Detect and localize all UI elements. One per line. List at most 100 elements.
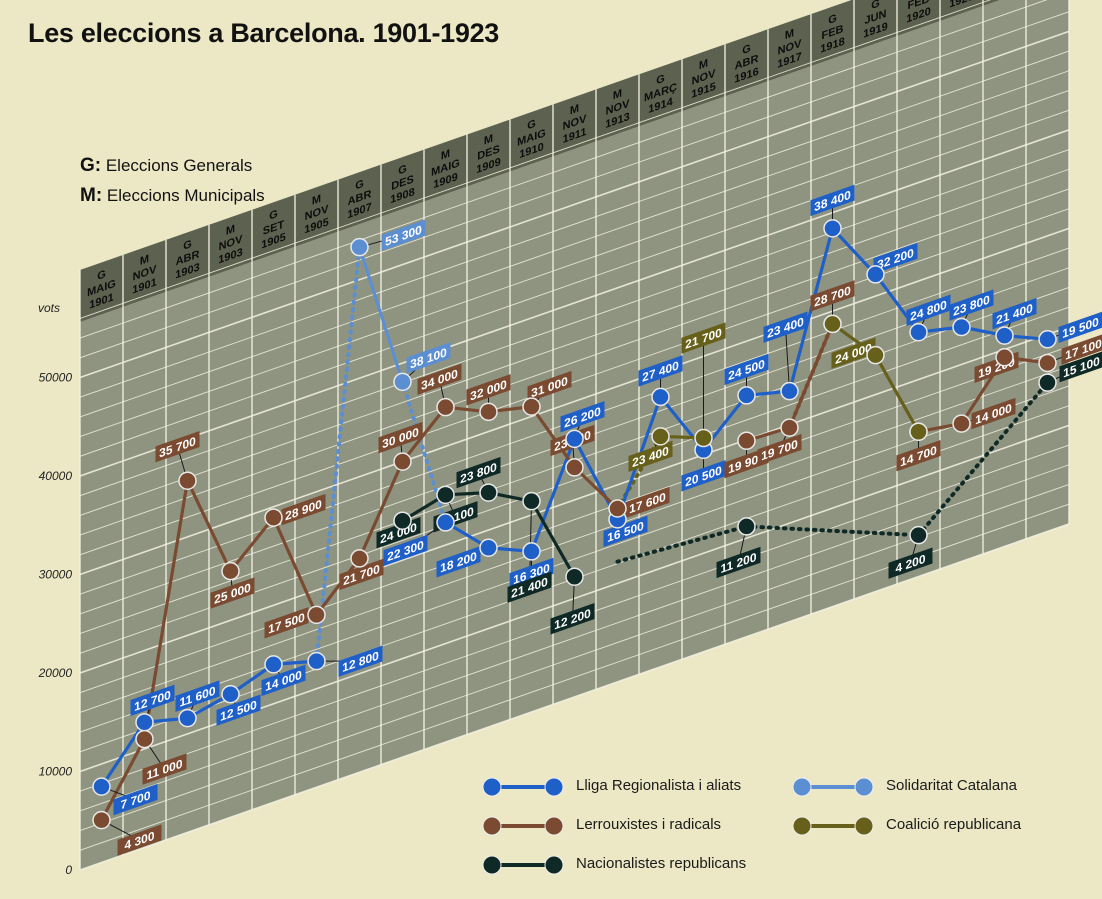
x-tick-label-line: G bbox=[97, 268, 106, 283]
marker-lliga bbox=[780, 381, 799, 401]
marker-lliga bbox=[909, 322, 928, 342]
gridline bbox=[79, 385, 1070, 733]
data-markers bbox=[92, 219, 1057, 830]
marker-lliga bbox=[1038, 330, 1057, 349]
legend-marker-lliga bbox=[482, 777, 502, 797]
marker-nacionalistes bbox=[479, 483, 498, 502]
marker-lliga bbox=[135, 713, 154, 732]
data-label-box bbox=[831, 337, 876, 369]
x-tick-label-line: M bbox=[570, 103, 579, 118]
y-tick-label: 0 bbox=[65, 863, 72, 877]
data-label-box bbox=[381, 219, 426, 251]
gridline bbox=[79, 70, 1070, 418]
marker-solidaritat bbox=[393, 372, 412, 392]
x-tick-label-line: M bbox=[484, 133, 493, 148]
legend-marker-lerrouxistes bbox=[544, 816, 564, 836]
data-label-box bbox=[888, 547, 933, 579]
data-label-box bbox=[896, 440, 941, 472]
y-tick-label: 10000 bbox=[39, 765, 73, 779]
marker-lliga bbox=[307, 651, 326, 671]
date-header bbox=[80, 0, 1001, 322]
marker-lliga bbox=[264, 655, 283, 674]
marker-lliga bbox=[178, 708, 197, 728]
y-tick-label: 50000 bbox=[39, 371, 73, 385]
data-label-box bbox=[971, 397, 1016, 430]
data-label-box bbox=[1059, 350, 1102, 383]
data-label-box bbox=[550, 603, 595, 635]
marker-nacionalistes bbox=[1038, 373, 1057, 392]
marker-coalicio bbox=[694, 428, 713, 448]
data-label-box bbox=[906, 294, 951, 326]
data-label-box bbox=[509, 557, 554, 590]
marker-lerrouxistes bbox=[995, 348, 1014, 367]
marker-nacionalistes bbox=[436, 485, 455, 505]
data-label-box bbox=[992, 297, 1037, 330]
key-generals-text: Eleccions Generals bbox=[105, 156, 253, 175]
legend-label-solidaritat: Solidaritat Catalana bbox=[886, 777, 1017, 794]
legend-label-lerrouxistes: Lerrouxistes i radicals bbox=[576, 816, 722, 833]
gridline bbox=[79, 326, 1070, 674]
series-connector-nacionalistes bbox=[916, 380, 1050, 538]
data-label-box bbox=[417, 363, 462, 395]
marker-lerrouxistes bbox=[737, 431, 756, 450]
marker-lerrouxistes bbox=[436, 397, 455, 417]
marker-coalicio bbox=[909, 422, 928, 441]
marker-lerrouxistes bbox=[221, 561, 240, 581]
marker-lliga bbox=[565, 429, 584, 449]
data-label-box bbox=[383, 534, 428, 567]
x-tick-label-line: M bbox=[226, 223, 235, 238]
marker-nacionalistes bbox=[393, 511, 412, 530]
marker-lerrouxistes bbox=[135, 729, 154, 749]
marker-lliga bbox=[866, 265, 885, 284]
marker-lerrouxistes bbox=[307, 605, 326, 625]
data-label-box bbox=[763, 311, 808, 343]
marker-lliga bbox=[651, 387, 670, 407]
data-label-box bbox=[810, 280, 855, 312]
legend-label-nacionalistes: Nacionalistes republicans bbox=[576, 855, 747, 872]
x-tick-label-line: G bbox=[527, 118, 536, 133]
data-label-box bbox=[810, 184, 855, 217]
gridline bbox=[79, 464, 1070, 812]
data-label-box bbox=[638, 355, 683, 387]
gridline bbox=[79, 188, 1070, 536]
x-tick-label-line: G bbox=[871, 0, 880, 12]
data-label-box bbox=[281, 493, 326, 526]
gridline bbox=[79, 208, 1070, 556]
legend-symbols bbox=[482, 777, 874, 875]
key-municipals: M: Eleccions Municipals bbox=[80, 185, 265, 207]
gridline bbox=[79, 168, 1070, 516]
x-tick-label-line: M bbox=[613, 88, 622, 103]
legend-marker-nacionalistes bbox=[544, 855, 564, 875]
data-label-box bbox=[175, 680, 220, 712]
key-municipals-text: Eleccions Municipals bbox=[106, 186, 265, 205]
data-label-box bbox=[264, 607, 309, 639]
gridline bbox=[79, 50, 1070, 398]
data-label-box bbox=[757, 433, 802, 466]
y-tick-label: 30000 bbox=[39, 568, 73, 582]
data-label-box bbox=[155, 431, 200, 463]
gridline bbox=[79, 129, 1070, 477]
legend-marker-solidaritat bbox=[792, 777, 812, 797]
gridline bbox=[79, 149, 1070, 497]
data-label-box bbox=[949, 289, 994, 321]
marker-nacionalistes bbox=[909, 525, 928, 545]
data-label-box bbox=[1061, 333, 1102, 365]
gridline bbox=[79, 523, 1070, 871]
data-label-box bbox=[628, 440, 673, 473]
x-tick-label-line: G bbox=[355, 178, 364, 193]
y-tick-label: 20000 bbox=[38, 666, 73, 680]
data-label-box bbox=[378, 421, 423, 454]
marker-coalicio bbox=[866, 345, 885, 365]
series-line-lerrouxistes bbox=[916, 355, 1050, 434]
marker-lerrouxistes bbox=[178, 471, 197, 490]
key-municipals-letter: M: bbox=[80, 185, 103, 206]
legend-marker-lliga bbox=[544, 777, 564, 797]
legend-label-coalicio: Coalició republicana bbox=[886, 816, 1022, 833]
marker-lliga bbox=[823, 219, 842, 238]
x-tick-label-line: M bbox=[312, 193, 321, 208]
series-connector-solidaritat bbox=[314, 245, 362, 664]
data-label-box bbox=[716, 546, 761, 579]
data-label-box bbox=[436, 546, 481, 578]
